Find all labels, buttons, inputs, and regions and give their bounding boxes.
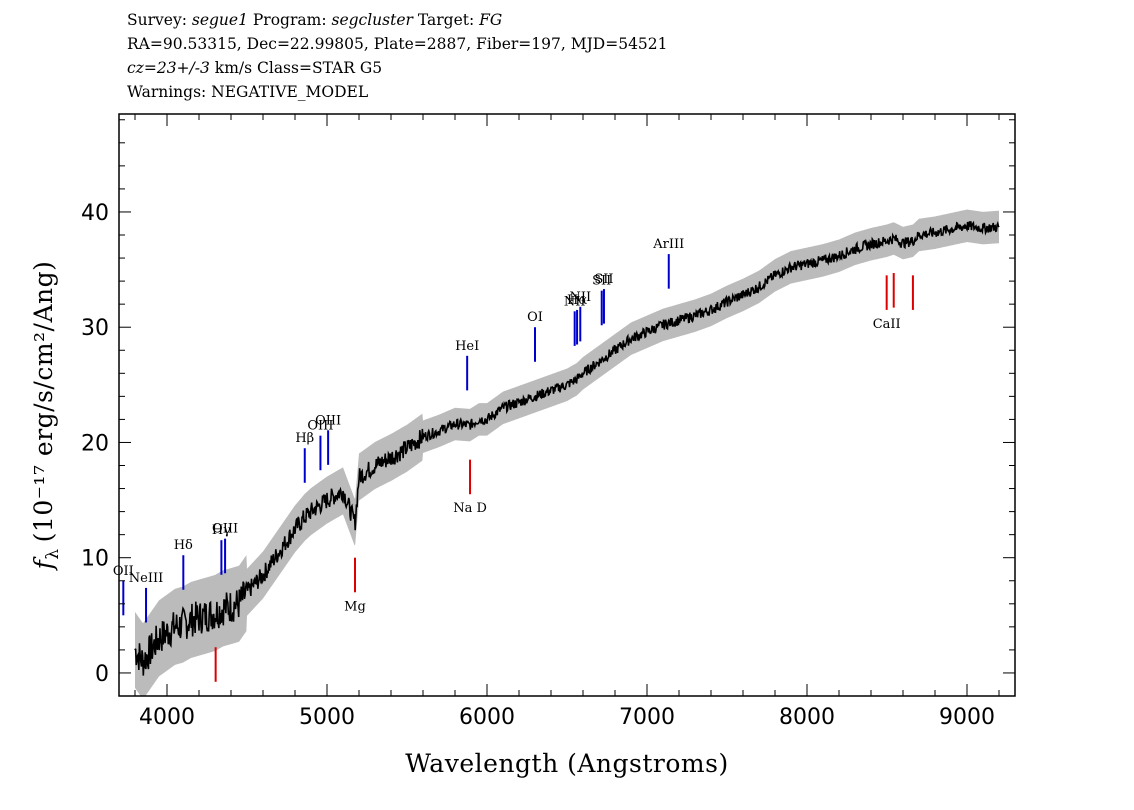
target-label: Target: bbox=[417, 11, 475, 29]
survey-value: segue1 bbox=[191, 11, 248, 29]
y-axis-title: fλ (10⁻¹⁷ erg/s/cm²/Ang) bbox=[29, 261, 63, 572]
spectrum-header: Survey: segue1 Program: segcluster Targe… bbox=[127, 8, 668, 104]
noise-band bbox=[135, 209, 999, 696]
noise-envelope bbox=[135, 209, 999, 696]
x-tick-label: 4000 bbox=[139, 705, 195, 730]
emission-line-label: SII bbox=[594, 272, 613, 287]
emission-line-label: SII bbox=[592, 274, 611, 289]
target-value: FG bbox=[479, 11, 503, 29]
absorption-line-label: Na D bbox=[453, 501, 487, 516]
cz-value: cz=23+/-3 bbox=[127, 59, 210, 77]
emission-line-label: ArIII bbox=[652, 237, 684, 252]
spectral-line-markers: OIINeIIIHδHγOIIIHβOIIIOIIIHeIOINIIHαNIIS… bbox=[113, 237, 914, 682]
emission-line-label: HeI bbox=[455, 339, 479, 354]
y-tick-label: 30 bbox=[81, 316, 109, 341]
absorption-line-label: Mg bbox=[344, 599, 366, 614]
y-tick-label: 20 bbox=[81, 431, 109, 456]
x-tick-label: 8000 bbox=[779, 705, 835, 730]
program-value: segcluster bbox=[331, 11, 413, 29]
y-tick-label: 10 bbox=[81, 547, 109, 572]
emission-line-label: OIII bbox=[315, 413, 341, 428]
y-axis-units: (10⁻¹⁷ erg/s/cm²/Ang) bbox=[29, 261, 58, 543]
emission-line-label: NII bbox=[569, 290, 591, 305]
program-label: Program: bbox=[252, 11, 327, 29]
emission-line-label: OIII bbox=[307, 419, 333, 434]
y-tick-label: 0 bbox=[95, 662, 109, 687]
emission-line-label: Hβ bbox=[295, 431, 314, 446]
flux-line bbox=[134, 220, 1000, 676]
header-line-survey: Survey: segue1 Program: segcluster Targe… bbox=[127, 8, 668, 32]
emission-line-label: Hα bbox=[567, 293, 587, 308]
emission-line-label: OI bbox=[527, 310, 543, 325]
plot-axes: 4000 5000 6000 7000 8000 9000 0 10 20 30 40 bbox=[81, 113, 1016, 730]
emission-line-label: Hγ bbox=[212, 523, 231, 538]
y-axis-symbol: f bbox=[29, 556, 58, 571]
header-line-coordinates: RA=90.53315, Dec=22.99805, Plate=2887, F… bbox=[127, 35, 668, 53]
header-line-warnings: Warnings: NEGATIVE_MODEL bbox=[127, 83, 369, 101]
x-tick-label: 7000 bbox=[619, 705, 675, 730]
y-axis-subscript: λ bbox=[43, 548, 63, 559]
plot-frame bbox=[118, 113, 1016, 697]
class-value: km/s Class=STAR G5 bbox=[209, 59, 383, 77]
header-line-redshift: cz=23+/-3 km/s Class=STAR G5 bbox=[127, 56, 668, 80]
survey-label: Survey: bbox=[127, 11, 187, 29]
emission-line-label: Hδ bbox=[174, 538, 193, 553]
y-tick-label: 40 bbox=[81, 201, 109, 226]
emission-line-label: OII bbox=[113, 564, 134, 579]
x-tick-label: 5000 bbox=[299, 705, 355, 730]
emission-line-label: NeIII bbox=[129, 571, 163, 586]
x-axis-title: Wavelength (Angstroms) bbox=[405, 749, 728, 778]
x-tick-label: 6000 bbox=[459, 705, 515, 730]
flux-series bbox=[134, 220, 1000, 676]
emission-line-label: OIII bbox=[212, 522, 238, 537]
emission-line-label: NII bbox=[564, 294, 586, 309]
absorption-line-label: CaII bbox=[873, 317, 901, 332]
x-tick-label: 9000 bbox=[939, 705, 995, 730]
